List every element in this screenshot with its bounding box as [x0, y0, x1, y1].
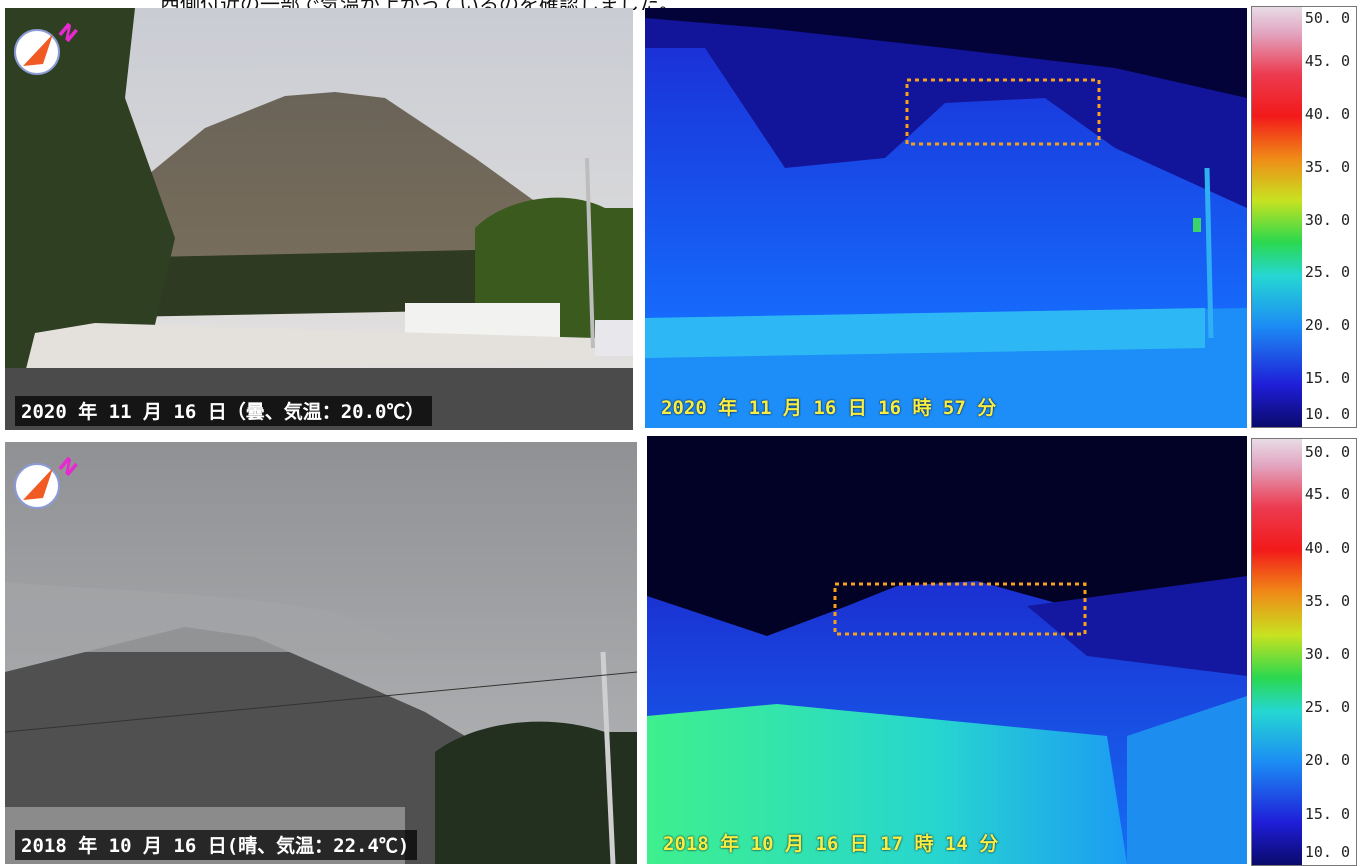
thermal-2018-panel: 2018 年 10 月 16 日 17 時 14 分 [647, 436, 1247, 864]
photo-2018-caption: 2018 年 10 月 16 日(晴、気温：22.4℃) [15, 830, 418, 860]
thermal-2020-image [645, 8, 1247, 428]
temperature-scale-bottom: 50. 0 45. 0 40. 0 35. 0 30. 0 25. 0 20. … [1251, 438, 1357, 866]
temperature-scale-top: 50. 0 45. 0 40. 0 35. 0 30. 0 25. 0 20. … [1251, 6, 1357, 428]
thermal-2018-image [647, 436, 1247, 864]
highlight-box [833, 582, 1087, 636]
thermal-2020-panel: 2020 年 11 月 16 日 16 時 57 分 [645, 8, 1247, 428]
photo-2020-caption: 2020 年 11 月 16 日（曇、気温：20.0℃） [15, 396, 433, 426]
compass-icon: N [14, 18, 79, 75]
photo-2018-image [5, 442, 637, 864]
photo-2018-panel: N 2018 年 10 月 16 日(晴、気温：22.4℃) [5, 442, 637, 864]
highlight-box [905, 78, 1101, 146]
photo-2020-image [5, 8, 633, 430]
color-scale-bar [1252, 7, 1302, 427]
photo-2020-panel: N 2020 年 11 月 16 日（曇、気温：20.0℃） [5, 8, 633, 430]
intro-text: 西側付近の一部で気温が上がっているのを確認しました。 [160, 0, 1060, 10]
compass-icon: N [14, 452, 79, 509]
thermal-2020-caption: 2020 年 11 月 16 日 16 時 57 分 [661, 397, 997, 419]
thermal-2018-caption: 2018 年 10 月 16 日 17 時 14 分 [663, 833, 999, 855]
color-scale-bar [1252, 439, 1302, 865]
